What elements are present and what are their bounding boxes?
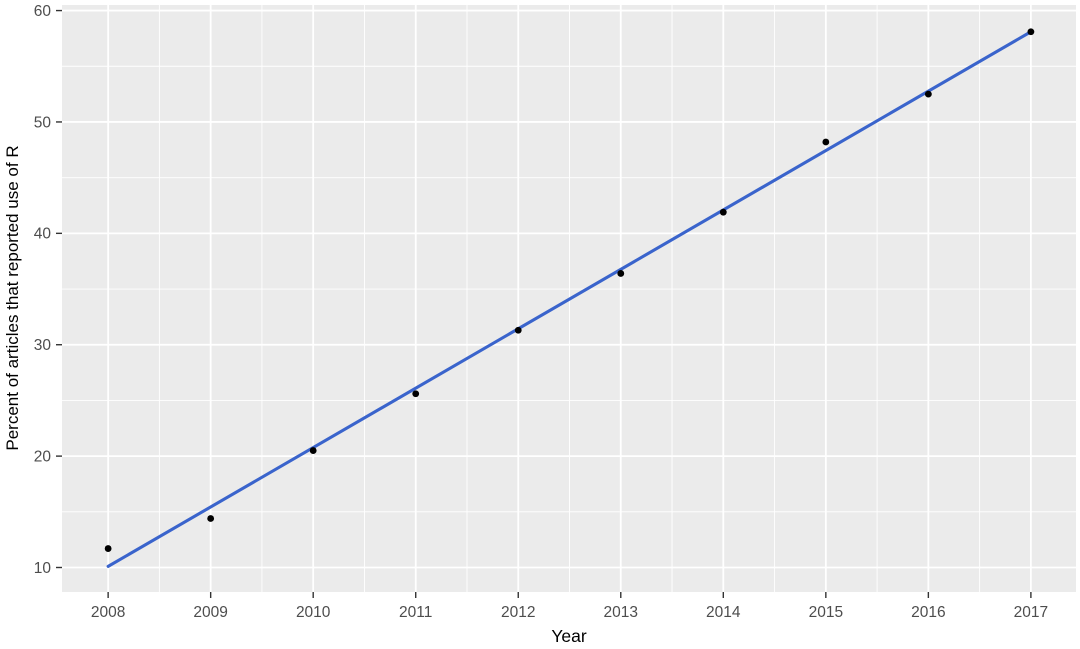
x-tick-label: 2015 [809,604,843,621]
y-tick-label: 60 [34,3,52,20]
data-point [514,326,522,334]
axis-tick-marks [56,9,1032,598]
trend-line [106,30,1033,568]
data-point [104,545,112,552]
y-tick-label: 10 [34,560,52,577]
x-tick-label: 2014 [706,604,741,621]
data-point [412,390,420,398]
data-point [822,138,830,146]
y-tick-label: 30 [34,337,52,354]
x-tick-label: 2017 [1014,604,1048,621]
y-tick-label: 50 [34,114,52,131]
y-tick-label: 40 [34,226,52,243]
data-point [719,208,727,216]
x-tick-label: 2013 [604,604,638,621]
data-point [309,447,317,454]
x-tick-label: 2011 [399,604,432,621]
data-point [207,515,215,522]
axis-tick-labels: 2008 2009 2010 2011 2012 2013 2014 2015 2016 2017… [34,3,1048,621]
data-point [617,270,625,277]
data-points-layer [104,28,1035,552]
x-tick-label: 2016 [911,604,945,621]
gridlines-major [62,5,1076,592]
trend-line-layer [106,30,1033,568]
y-tick-label: 20 [34,449,52,466]
data-point [1027,28,1035,36]
data-point [924,90,932,98]
x-axis-title: Year [551,626,587,646]
x-tick-label: 2010 [296,604,331,621]
gridlines-minor [62,5,1076,592]
x-tick-label: 2008 [91,604,125,621]
x-tick-label: 2012 [501,604,535,621]
y-axis-title: Percent of articles that reported use of… [3,145,22,450]
x-tick-label: 2009 [193,604,227,621]
